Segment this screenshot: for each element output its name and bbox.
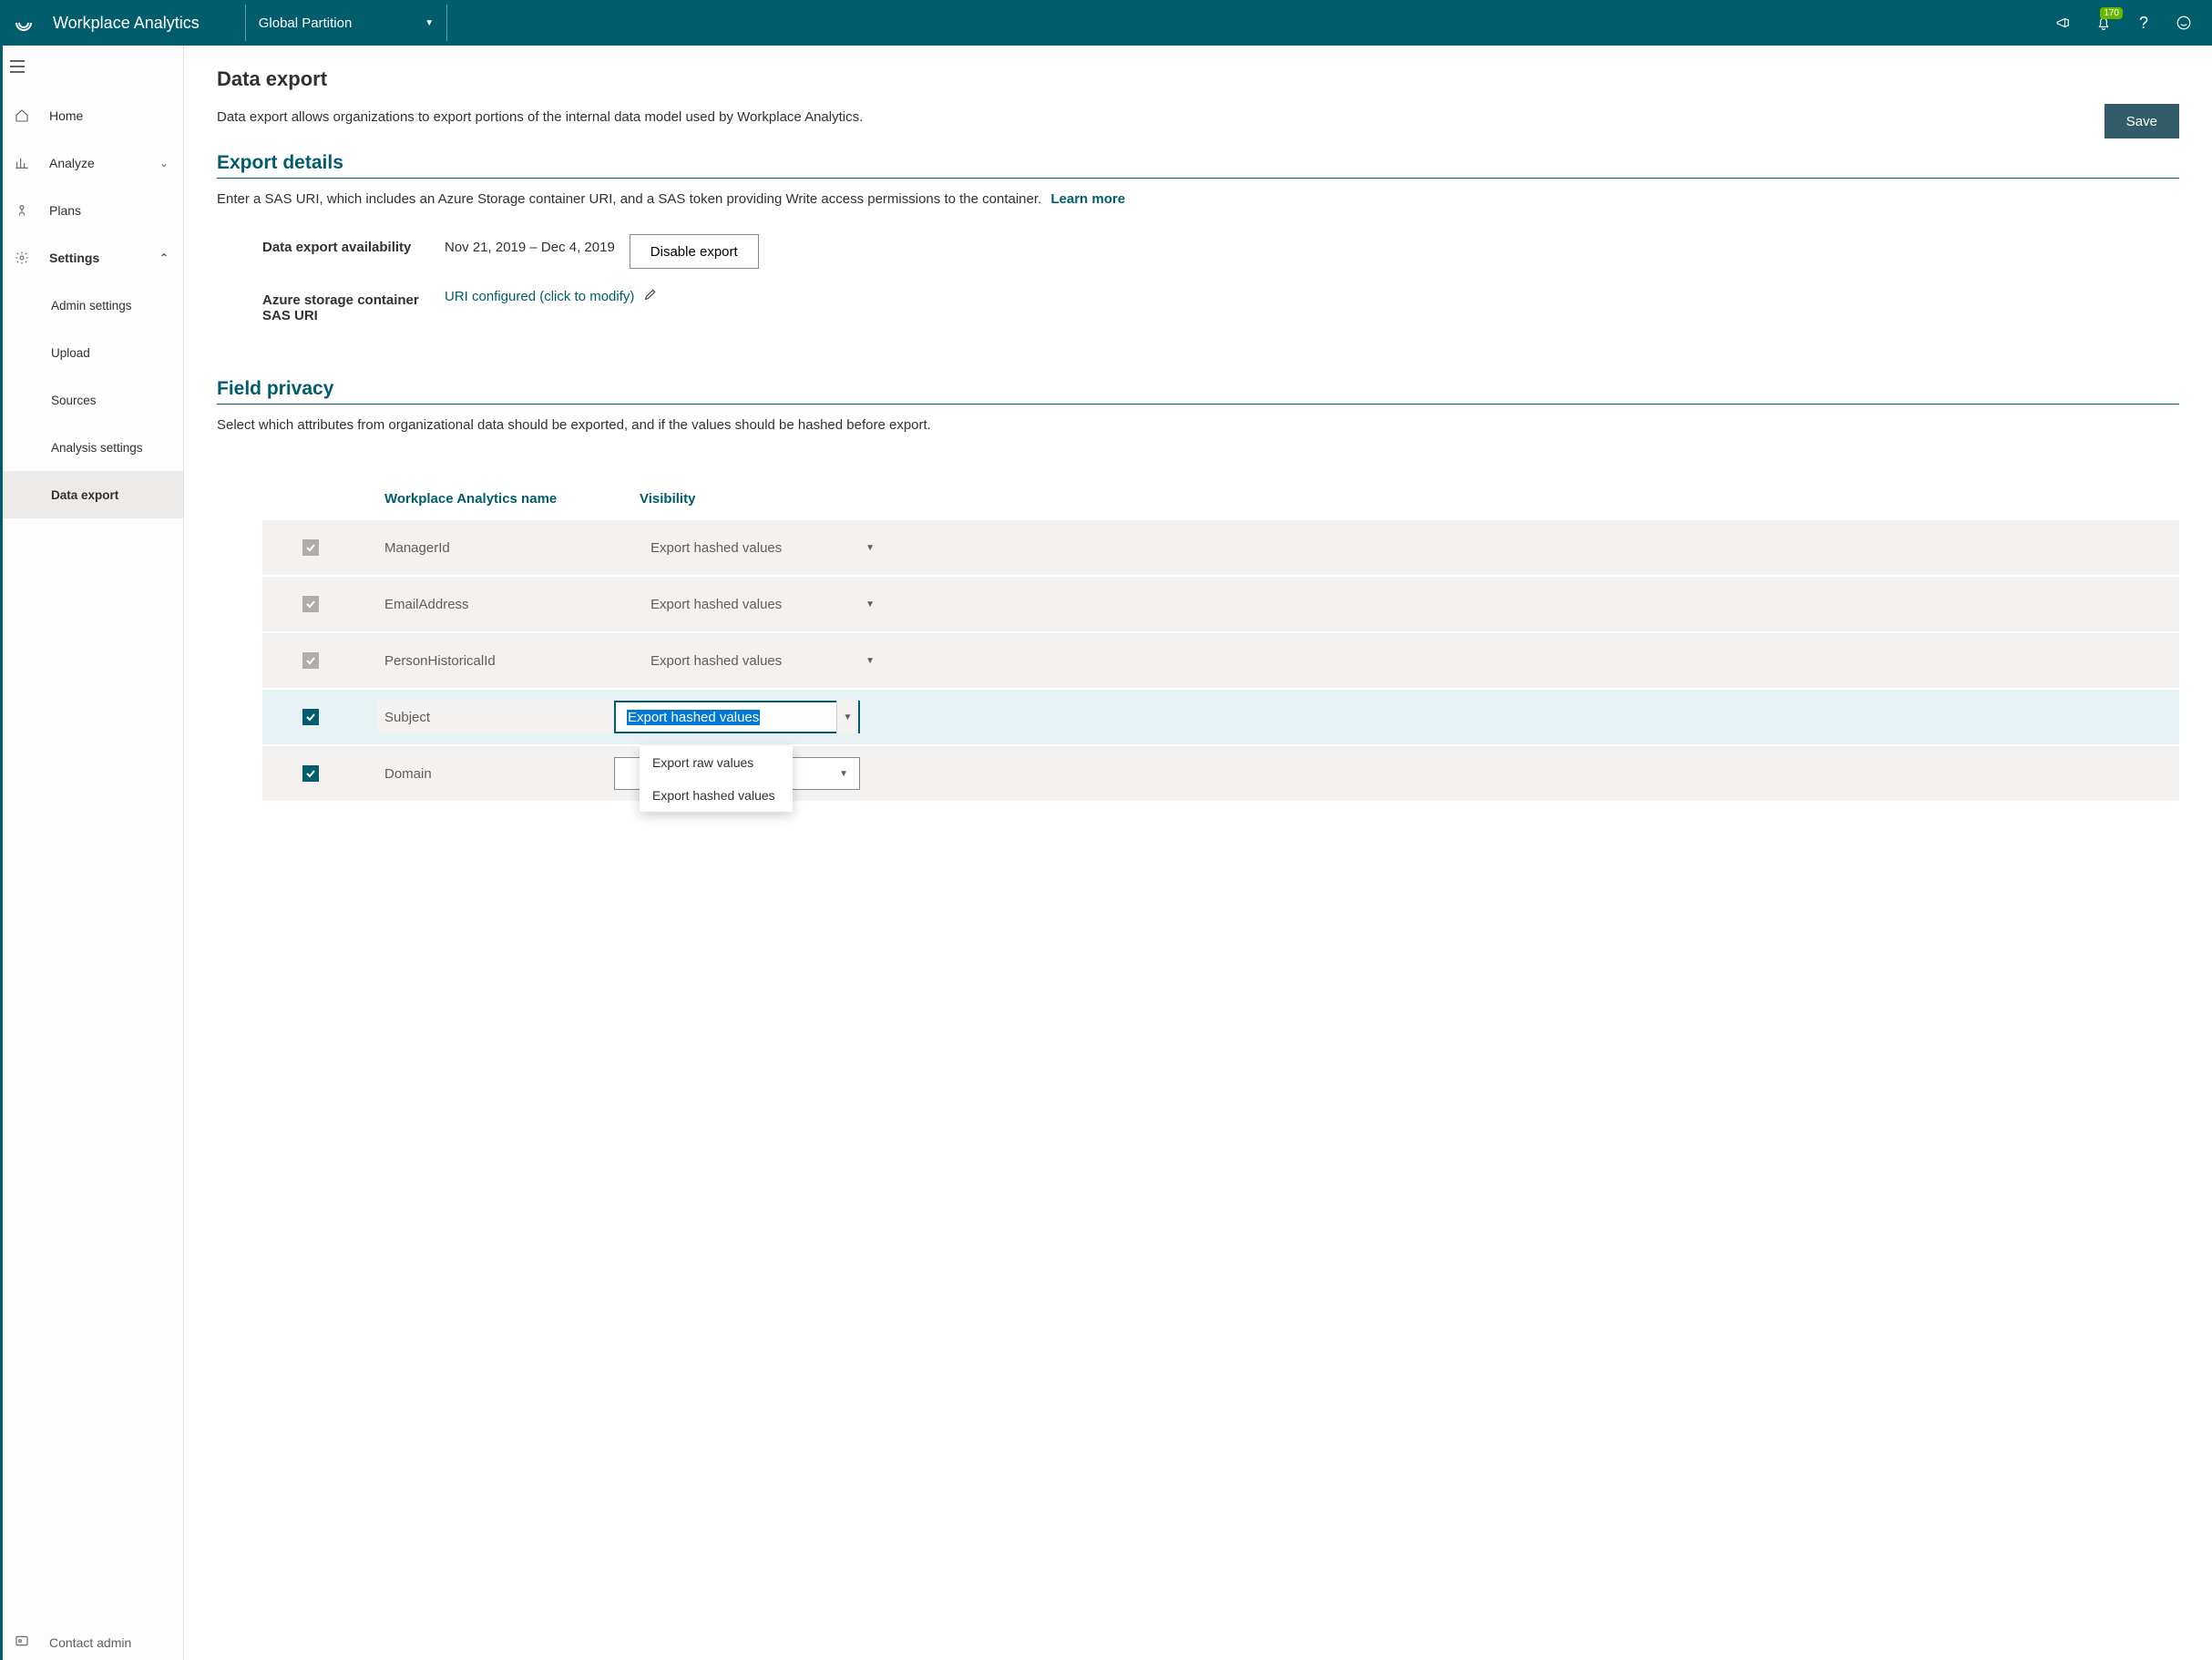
checkbox-icon xyxy=(302,652,319,669)
sas-uri-text: URI configured (click to modify) xyxy=(445,289,634,304)
partition-selector[interactable]: Global Partition ▼ xyxy=(259,15,434,31)
visibility-value: Export hashed values xyxy=(650,597,782,612)
checkbox-icon xyxy=(302,596,319,612)
header-divider xyxy=(446,5,447,41)
visibility-value: Export hashed values xyxy=(650,653,782,669)
chevron-down-icon: ▼ xyxy=(865,656,875,666)
export-availability-value: Nov 21, 2019 – Dec 4, 2019 xyxy=(445,234,615,255)
help-icon[interactable]: ? xyxy=(2126,5,2161,40)
sidebar-accent xyxy=(0,46,3,1660)
sas-uri-label: Azure storage container SAS URI xyxy=(262,287,445,323)
visibility-dropdown: Export raw values Export hashed values xyxy=(640,746,793,812)
table-header: Workplace Analytics name Visibility xyxy=(262,478,2179,518)
sidebar-item-label: Analyze xyxy=(49,156,95,170)
visibility-value: Export hashed values xyxy=(650,540,782,556)
partition-label: Global Partition xyxy=(259,15,353,31)
export-availability-label: Data export availability xyxy=(262,234,445,255)
sidebar-item-settings[interactable]: Settings ⌃ xyxy=(0,234,183,282)
visibility-select[interactable]: Export hashed values ▼ xyxy=(640,532,886,563)
save-button[interactable]: Save xyxy=(2104,104,2179,138)
table-row: PersonHistoricalId Export hashed values ▼ xyxy=(262,631,2179,688)
sidebar-sub-sources[interactable]: Sources xyxy=(0,376,183,424)
attr-name: Domain xyxy=(377,757,614,790)
page-title: Data export xyxy=(217,67,2179,91)
home-icon xyxy=(15,108,36,123)
sidebar-item-label: Contact admin xyxy=(49,1635,131,1650)
sidebar-sub-label: Sources xyxy=(51,394,97,407)
checkbox-icon xyxy=(302,539,319,556)
sidebar-item-plans[interactable]: Plans xyxy=(0,187,183,234)
sidebar-sub-label: Admin settings xyxy=(51,299,132,313)
app-title: Workplace Analytics xyxy=(53,14,200,33)
feedback-icon[interactable] xyxy=(2166,5,2201,40)
sidebar-sub-analysis[interactable]: Analysis settings xyxy=(0,424,183,471)
dropdown-option-hashed[interactable]: Export hashed values xyxy=(640,779,793,812)
export-availability-row: Data export availability Nov 21, 2019 – … xyxy=(217,234,2179,269)
learn-more-link[interactable]: Learn more xyxy=(1050,191,1125,207)
checkbox-icon[interactable] xyxy=(302,765,319,782)
attr-name: Subject xyxy=(377,701,614,733)
sidebar-item-label: Home xyxy=(49,108,83,123)
field-privacy-title: Field privacy xyxy=(217,378,2179,405)
app-logo-icon xyxy=(11,10,36,36)
attr-name: EmailAddress xyxy=(384,597,640,612)
chevron-down-icon: ▼ xyxy=(865,599,875,610)
col-visibility: Visibility xyxy=(640,491,2179,507)
export-details-title: Export details xyxy=(217,152,2179,179)
dropdown-option-raw[interactable]: Export raw values xyxy=(640,746,793,779)
sidebar-sub-label: Upload xyxy=(51,346,90,360)
visibility-value: Export hashed values xyxy=(627,710,760,725)
sidebar-item-home[interactable]: Home xyxy=(0,92,183,139)
settings-icon xyxy=(15,251,36,265)
main-content: Data export Save Data export allows orga… xyxy=(184,46,2212,1660)
sidebar-item-label: Plans xyxy=(49,203,81,218)
chevron-down-icon: ▼ xyxy=(425,18,434,28)
chevron-down-icon: ⌄ xyxy=(159,157,169,169)
notifications-icon[interactable]: 170 xyxy=(2086,5,2121,40)
export-details-desc-text: Enter a SAS URI, which includes an Azure… xyxy=(217,191,1041,207)
chevron-up-icon: ⌃ xyxy=(159,251,169,264)
notifications-badge: 170 xyxy=(2100,7,2123,19)
pencil-icon xyxy=(643,287,658,305)
chevron-down-icon: ▼ xyxy=(865,543,875,553)
page-description: Data export allows organizations to expo… xyxy=(217,109,2179,125)
attr-name: ManagerId xyxy=(384,540,640,556)
contact-icon xyxy=(15,1634,36,1651)
chevron-down-icon: ▼ xyxy=(839,769,848,779)
sidebar-sub-admin[interactable]: Admin settings xyxy=(0,282,183,329)
app-header: Workplace Analytics Global Partition ▼ 1… xyxy=(0,0,2212,46)
field-privacy-desc: Select which attributes from organizatio… xyxy=(217,417,2179,433)
sidebar-sub-upload[interactable]: Upload xyxy=(0,329,183,376)
sidebar-contact-admin[interactable]: Contact admin xyxy=(0,1624,183,1660)
export-details-desc: Enter a SAS URI, which includes an Azure… xyxy=(217,191,2179,207)
table-row: EmailAddress Export hashed values ▼ xyxy=(262,575,2179,631)
visibility-select[interactable]: Export hashed values ▼ xyxy=(640,589,886,620)
sidebar-sub-dataexport[interactable]: Data export xyxy=(0,471,183,518)
plans-icon xyxy=(15,203,36,218)
sidebar-sub-label: Data export xyxy=(51,488,118,502)
attr-name: PersonHistoricalId xyxy=(384,653,640,669)
visibility-select[interactable]: Export hashed values ▼ xyxy=(640,645,886,676)
visibility-select[interactable]: Export hashed values ▼ xyxy=(614,701,860,733)
field-privacy-table: Workplace Analytics name Visibility Mana… xyxy=(262,478,2179,801)
disable-export-button[interactable]: Disable export xyxy=(630,234,759,269)
table-row: Domain ▼ xyxy=(262,744,2179,801)
sas-uri-link[interactable]: URI configured (click to modify) xyxy=(445,287,658,305)
hamburger-icon[interactable] xyxy=(0,46,183,92)
analyze-icon xyxy=(15,156,36,170)
checkbox-icon[interactable] xyxy=(302,709,319,725)
col-wpa-name: Workplace Analytics name xyxy=(384,491,640,507)
sidebar: Home Analyze ⌄ Plans Settings ⌃ xyxy=(0,46,184,1660)
sas-uri-row: Azure storage container SAS URI URI conf… xyxy=(217,287,2179,323)
table-row: ManagerId Export hashed values ▼ xyxy=(262,518,2179,575)
sidebar-sub-label: Analysis settings xyxy=(51,441,143,455)
announce-icon[interactable] xyxy=(2046,5,2081,40)
header-divider xyxy=(245,5,246,41)
sidebar-item-analyze[interactable]: Analyze ⌄ xyxy=(0,139,183,187)
chevron-down-icon: ▼ xyxy=(844,712,853,722)
sidebar-item-label: Settings xyxy=(49,251,99,265)
table-row: Subject Export hashed values ▼ xyxy=(262,688,2179,744)
